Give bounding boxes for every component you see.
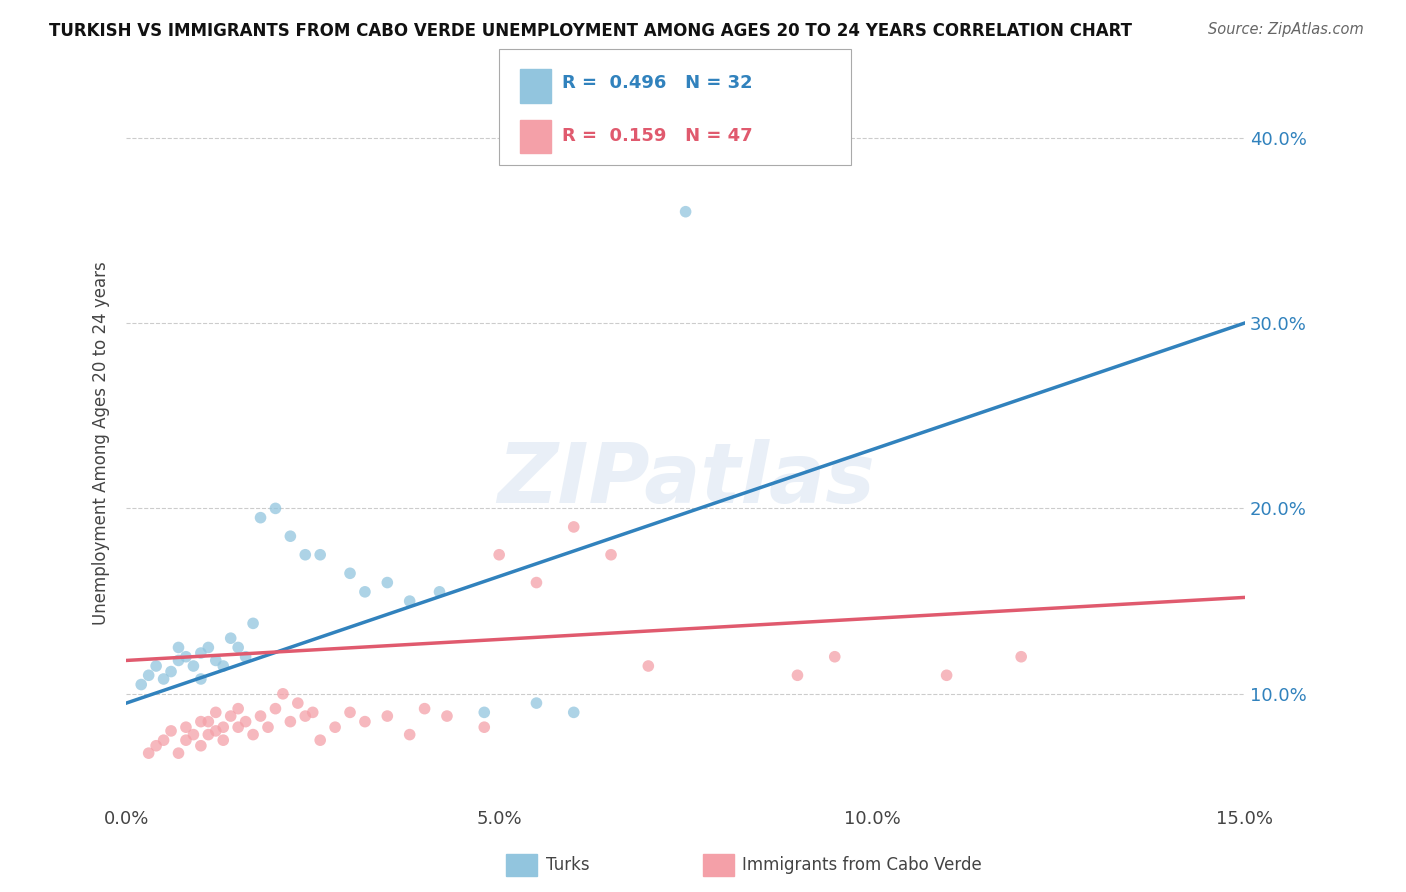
- Point: [167, 653, 190, 667]
- Point: [190, 646, 212, 660]
- Point: [786, 668, 808, 682]
- Point: [824, 649, 846, 664]
- Point: [212, 659, 235, 673]
- Point: [235, 649, 257, 664]
- Point: [264, 501, 287, 516]
- Point: [398, 594, 420, 608]
- Point: [375, 575, 398, 590]
- Point: [935, 668, 957, 682]
- Y-axis label: Unemployment Among Ages 20 to 24 years: Unemployment Among Ages 20 to 24 years: [93, 261, 110, 625]
- Point: [152, 672, 174, 686]
- Point: [190, 672, 212, 686]
- Point: [145, 659, 167, 673]
- Text: ZIPatlas: ZIPatlas: [496, 439, 875, 520]
- Point: [167, 746, 190, 760]
- Point: [562, 520, 585, 534]
- Point: [197, 728, 219, 742]
- Point: [280, 529, 302, 543]
- Point: [339, 566, 361, 581]
- Point: [174, 720, 197, 734]
- Point: [526, 575, 548, 590]
- Point: [562, 706, 585, 720]
- Point: [271, 687, 294, 701]
- Point: [600, 548, 623, 562]
- Point: [160, 723, 183, 738]
- Point: [204, 706, 226, 720]
- Point: [174, 649, 197, 664]
- Point: [488, 548, 510, 562]
- Point: [472, 706, 495, 720]
- Point: [354, 584, 377, 599]
- Point: [204, 653, 226, 667]
- Point: [226, 640, 249, 655]
- Point: [249, 510, 271, 524]
- Point: [183, 728, 205, 742]
- Point: [183, 659, 205, 673]
- Point: [249, 709, 271, 723]
- Point: [429, 584, 451, 599]
- Point: [152, 733, 174, 747]
- Point: [167, 640, 190, 655]
- Point: [294, 709, 316, 723]
- Text: R =  0.496   N = 32: R = 0.496 N = 32: [562, 74, 754, 92]
- Point: [197, 640, 219, 655]
- Text: Source: ZipAtlas.com: Source: ZipAtlas.com: [1208, 22, 1364, 37]
- Point: [526, 696, 548, 710]
- Point: [375, 709, 398, 723]
- Point: [145, 739, 167, 753]
- Point: [235, 714, 257, 729]
- Point: [197, 714, 219, 729]
- Point: [436, 709, 458, 723]
- Point: [160, 665, 183, 679]
- Point: [294, 548, 316, 562]
- Point: [226, 701, 249, 715]
- Point: [354, 714, 377, 729]
- Point: [190, 714, 212, 729]
- Point: [287, 696, 309, 710]
- Point: [204, 723, 226, 738]
- Point: [212, 720, 235, 734]
- Point: [398, 728, 420, 742]
- Point: [309, 733, 332, 747]
- Point: [138, 746, 160, 760]
- Text: TURKISH VS IMMIGRANTS FROM CABO VERDE UNEMPLOYMENT AMONG AGES 20 TO 24 YEARS COR: TURKISH VS IMMIGRANTS FROM CABO VERDE UN…: [49, 22, 1132, 40]
- Point: [413, 701, 436, 715]
- Point: [219, 709, 242, 723]
- Point: [264, 701, 287, 715]
- Point: [339, 706, 361, 720]
- Point: [212, 733, 235, 747]
- Point: [219, 631, 242, 645]
- Point: [301, 706, 323, 720]
- Point: [675, 204, 697, 219]
- Point: [242, 616, 264, 631]
- Point: [242, 728, 264, 742]
- Text: Immigrants from Cabo Verde: Immigrants from Cabo Verde: [742, 855, 983, 874]
- Point: [257, 720, 280, 734]
- Point: [190, 739, 212, 753]
- Point: [309, 548, 332, 562]
- Point: [174, 733, 197, 747]
- Point: [226, 720, 249, 734]
- Point: [637, 659, 659, 673]
- Point: [280, 714, 302, 729]
- Text: R =  0.159   N = 47: R = 0.159 N = 47: [562, 127, 754, 145]
- Point: [1010, 649, 1032, 664]
- Point: [472, 720, 495, 734]
- Point: [138, 668, 160, 682]
- Text: Turks: Turks: [546, 855, 589, 874]
- Point: [323, 720, 346, 734]
- Point: [129, 677, 152, 691]
